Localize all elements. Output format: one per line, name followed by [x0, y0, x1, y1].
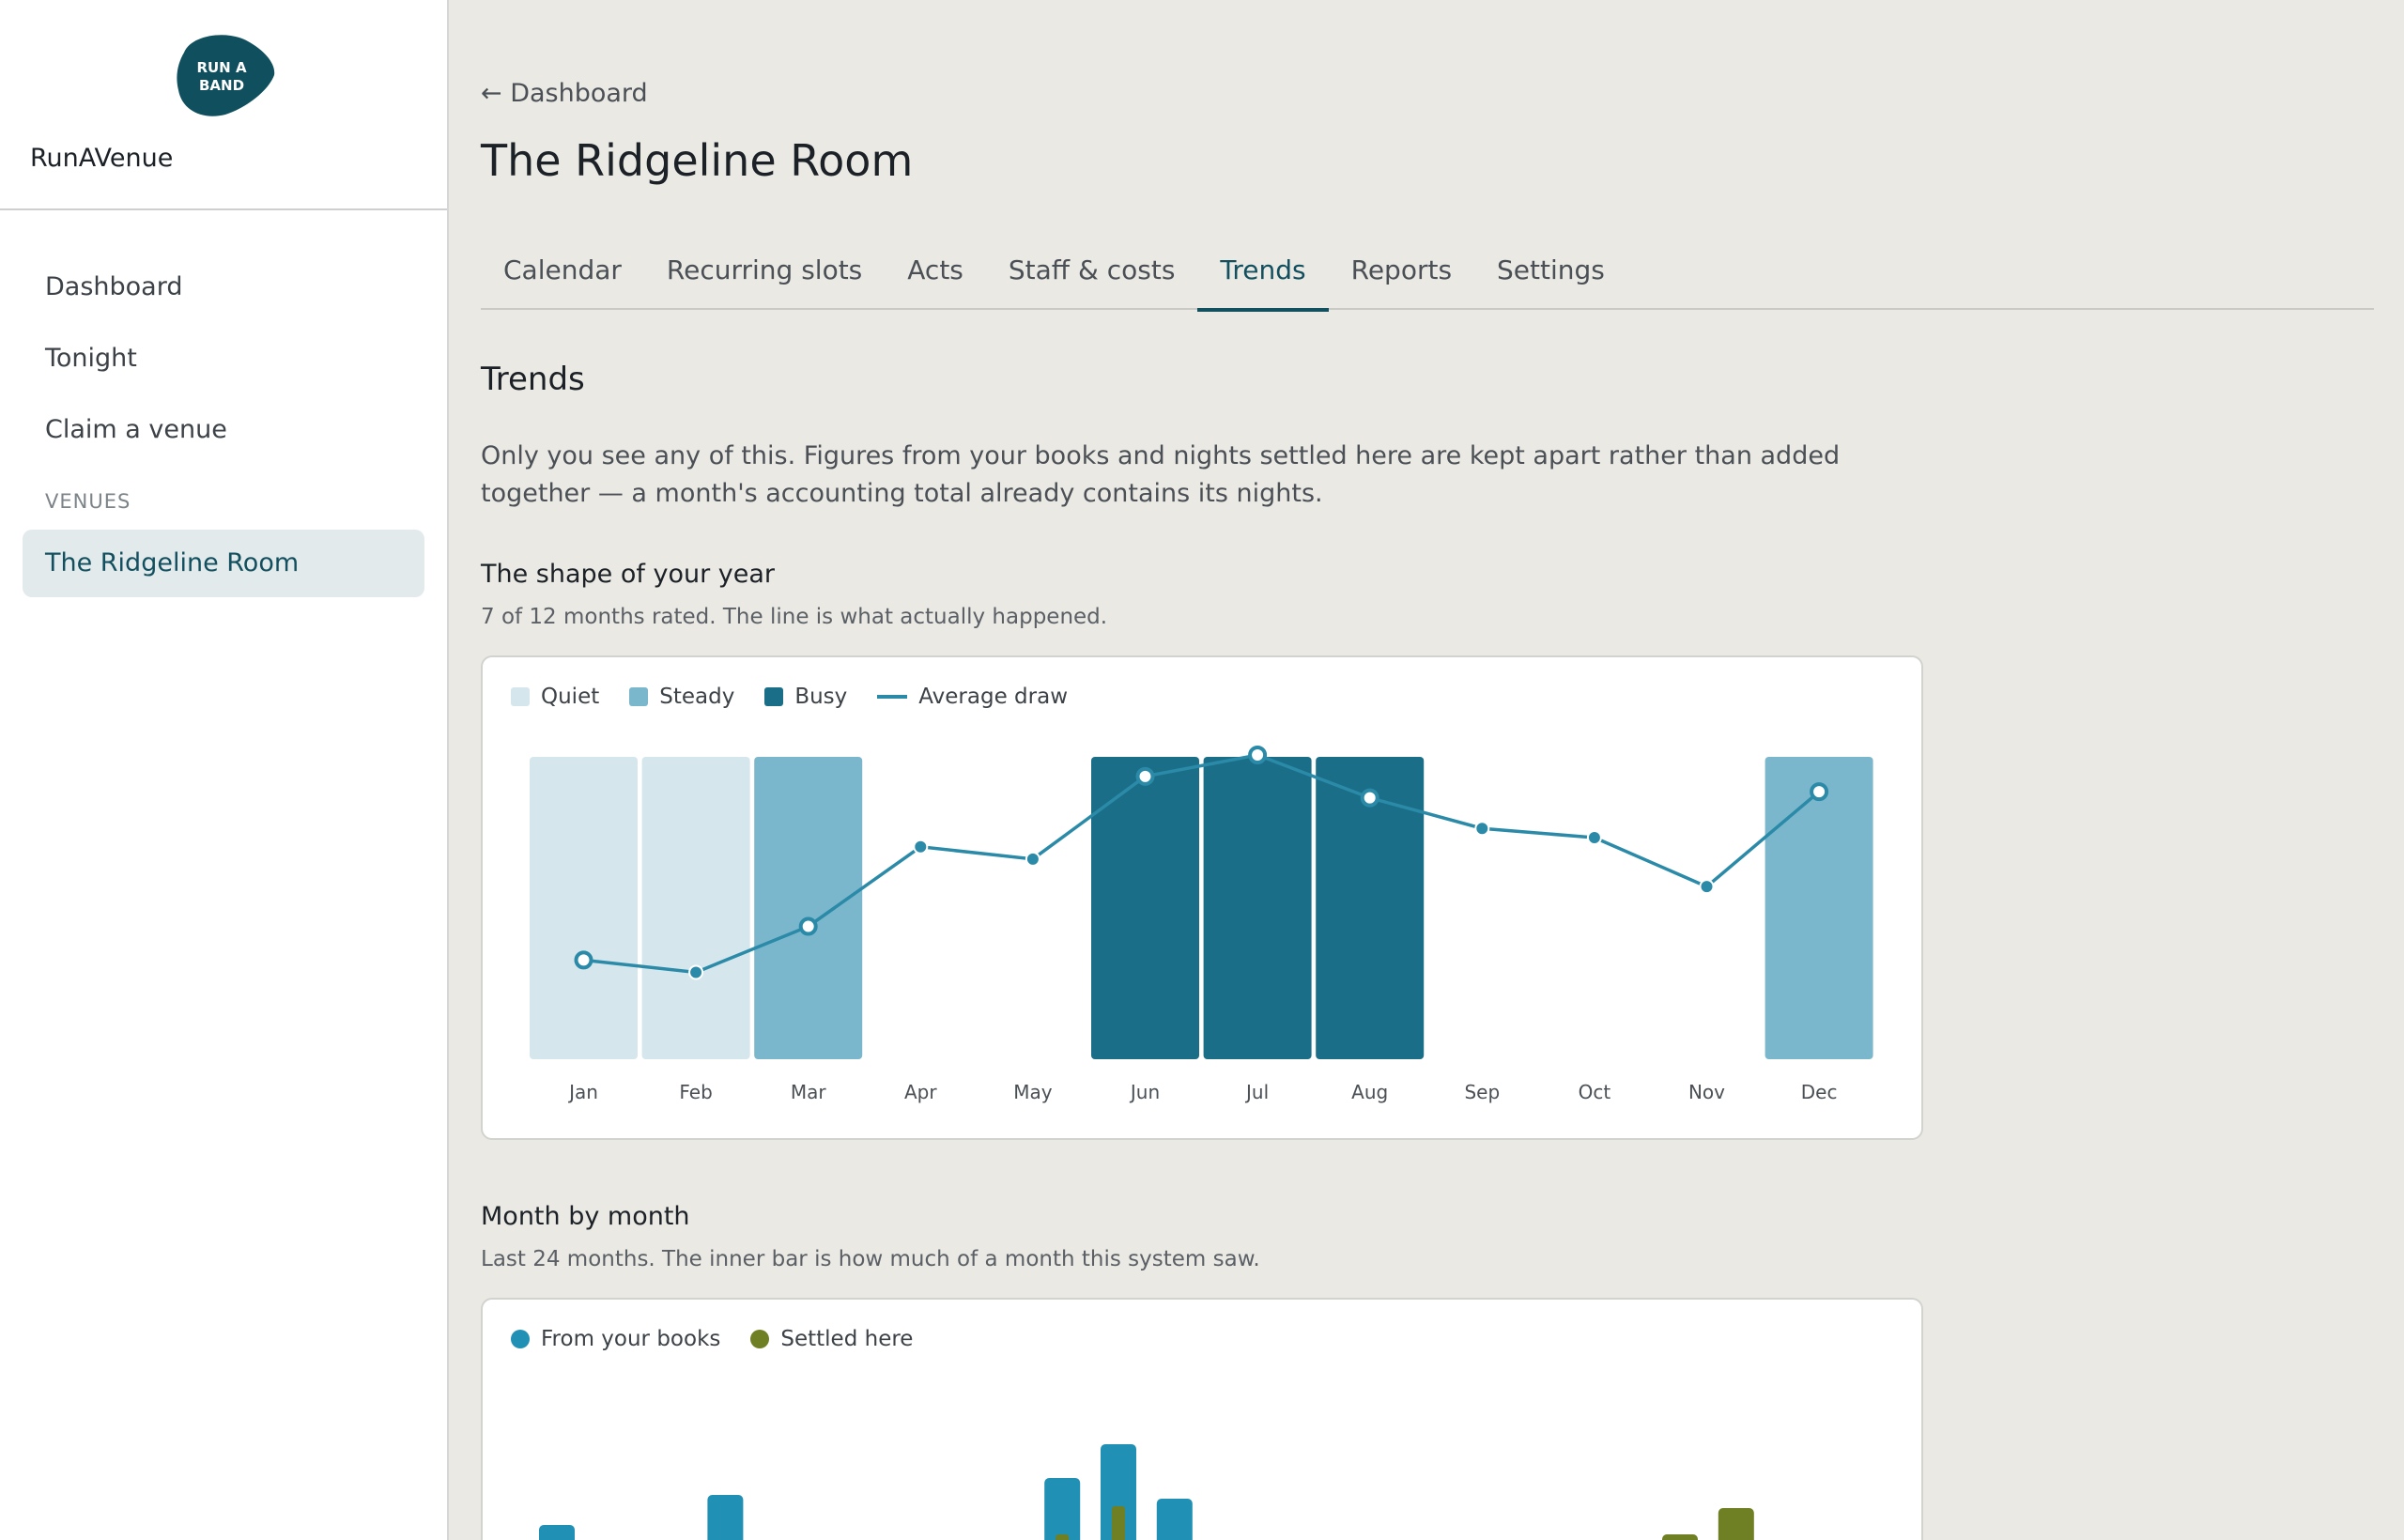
legend-steady-swatch: [629, 687, 649, 706]
brand-name[interactable]: RunAVenue: [30, 144, 174, 173]
draw-point-feb: [688, 964, 704, 980]
page-title: The Ridgeline Room: [481, 135, 914, 186]
month-label-may: May: [1013, 1081, 1053, 1103]
books-bar-1: [539, 1525, 575, 1540]
draw-point-sep: [1474, 821, 1490, 837]
shape-card-subtitle: 7 of 12 months rated. The line is what a…: [481, 605, 1108, 629]
settled-bar-22: [1718, 1508, 1754, 1540]
month-label-aug: Aug: [1351, 1081, 1388, 1103]
rating-bar-mar: [754, 757, 863, 1059]
shape-legend: Quiet Steady Busy Average draw: [511, 682, 1068, 712]
month-label-jan: Jan: [567, 1081, 598, 1103]
shape-card-heading: The shape of your year: [481, 560, 775, 589]
shape-of-year-chart: Jan Feb Mar Apr May Jun Jul Aug Sep Oct Nov Dec: [530, 746, 1873, 1103]
back-to-dashboard-link[interactable]: ← Dashboard: [481, 79, 648, 108]
legend-busy: Busy: [764, 682, 847, 712]
legend-settled-label: Settled here: [780, 1327, 914, 1351]
sidebar-item-tonight[interactable]: Tonight: [45, 344, 137, 373]
brand-logo-text-line2: BAND: [199, 77, 244, 94]
draw-point-nov: [1699, 879, 1715, 895]
books-bar-11: [1101, 1444, 1136, 1540]
tab-staff-costs[interactable]: Staff & costs: [1008, 254, 1176, 285]
month-label-nov: Nov: [1688, 1081, 1725, 1103]
month-card-subtitle: Last 24 months. The inner bar is how muc…: [481, 1247, 1260, 1271]
brand-logo-text-line1: RUN A: [196, 59, 247, 76]
books-bar-10: [1044, 1478, 1081, 1540]
legend-quiet-label: Quiet: [541, 685, 600, 709]
brand: RUN A BAND RunAVenue: [0, 0, 447, 210]
rating-bar-aug: [1316, 757, 1425, 1059]
legend-settled-swatch: [750, 1330, 770, 1348]
section-title-trends: Trends: [481, 361, 585, 398]
tab-reports[interactable]: Reports: [1350, 254, 1453, 285]
venue-tabs: Calendar Recurring slots Acts Staff & co…: [481, 244, 2374, 312]
month-card-heading: Month by month: [481, 1202, 690, 1231]
brand-logo-icon[interactable]: RUN A BAND: [175, 32, 276, 118]
tab-acts[interactable]: Acts: [907, 254, 963, 285]
rating-bar-jul: [1203, 757, 1312, 1059]
sidebar-item-dashboard[interactable]: Dashboard: [45, 272, 183, 301]
legend-settled-here: Settled here: [750, 1324, 913, 1354]
month-by-month-chart: [539, 1444, 1754, 1540]
tab-calendar[interactable]: Calendar: [503, 254, 622, 285]
trends-intro: Only you see any of this. Figures from y…: [481, 441, 1841, 508]
tab-trends[interactable]: Trends: [1197, 244, 1329, 312]
legend-quiet-swatch: [511, 687, 530, 706]
draw-point-jul: [1248, 746, 1268, 764]
legend-steady: Steady: [629, 682, 734, 712]
legend-average-draw: Average draw: [877, 682, 1068, 712]
rating-bar-jan: [530, 757, 638, 1059]
legend-busy-swatch: [764, 687, 784, 706]
draw-point-may: [1025, 851, 1040, 867]
legend-average-draw-label: Average draw: [918, 685, 1069, 709]
draw-point-aug: [1360, 788, 1379, 808]
average-draw-line: [583, 753, 1821, 975]
month-by-month-card: From your books Settled here: [481, 1298, 1923, 1540]
legend-steady-label: Steady: [659, 685, 735, 709]
rating-bar-dec: [1764, 757, 1873, 1059]
draw-point-oct: [1586, 830, 1602, 846]
settled-inner-bar-10: [1056, 1534, 1070, 1540]
month-label-apr: Apr: [904, 1081, 937, 1103]
tab-recurring-slots[interactable]: Recurring slots: [666, 254, 863, 285]
draw-point-jan: [574, 950, 593, 970]
legend-average-draw-swatch: [877, 695, 908, 699]
sidebar-item-claim-venue[interactable]: Claim a venue: [45, 415, 227, 444]
month-label-feb: Feb: [679, 1081, 712, 1103]
month-label-jul: Jul: [1244, 1081, 1269, 1103]
draw-point-apr: [913, 839, 929, 855]
month-label-mar: Mar: [791, 1081, 827, 1103]
draw-point-jun: [1135, 766, 1155, 786]
settled-bar-21: [1662, 1534, 1698, 1540]
month-label-oct: Oct: [1579, 1081, 1611, 1103]
settled-inner-bar-11: [1112, 1506, 1125, 1540]
tab-settings[interactable]: Settings: [1497, 254, 1605, 285]
sidebar-item-ridgeline-room[interactable]: The Ridgeline Room: [23, 530, 424, 597]
legend-from-your-books: From your books: [511, 1324, 720, 1354]
books-bar-12: [1156, 1499, 1193, 1540]
sidebar-nav: Dashboard Tonight Claim a venue VENUES T…: [0, 210, 447, 597]
sidebar-section-venues: VENUES: [45, 490, 131, 513]
legend-quiet: Quiet: [511, 682, 599, 712]
rating-bar-feb: [641, 757, 750, 1059]
month-label-sep: Sep: [1464, 1081, 1500, 1103]
draw-point-mar: [798, 916, 818, 936]
legend-books-swatch: [511, 1330, 530, 1348]
sidebar: RUN A BAND RunAVenue Dashboard Tonight C…: [0, 0, 449, 1540]
shape-of-year-card: Quiet Steady Busy Average draw Jan Feb Mar…: [481, 655, 1923, 1140]
month-label-dec: Dec: [1801, 1081, 1838, 1103]
draw-point-dec: [1810, 782, 1829, 802]
rating-bar-jun: [1091, 757, 1199, 1059]
books-bar-4: [707, 1495, 744, 1540]
legend-busy-label: Busy: [794, 685, 848, 709]
legend-books-label: From your books: [541, 1327, 721, 1351]
month-label-jun: Jun: [1129, 1081, 1160, 1103]
month-legend: From your books Settled here: [511, 1324, 913, 1354]
